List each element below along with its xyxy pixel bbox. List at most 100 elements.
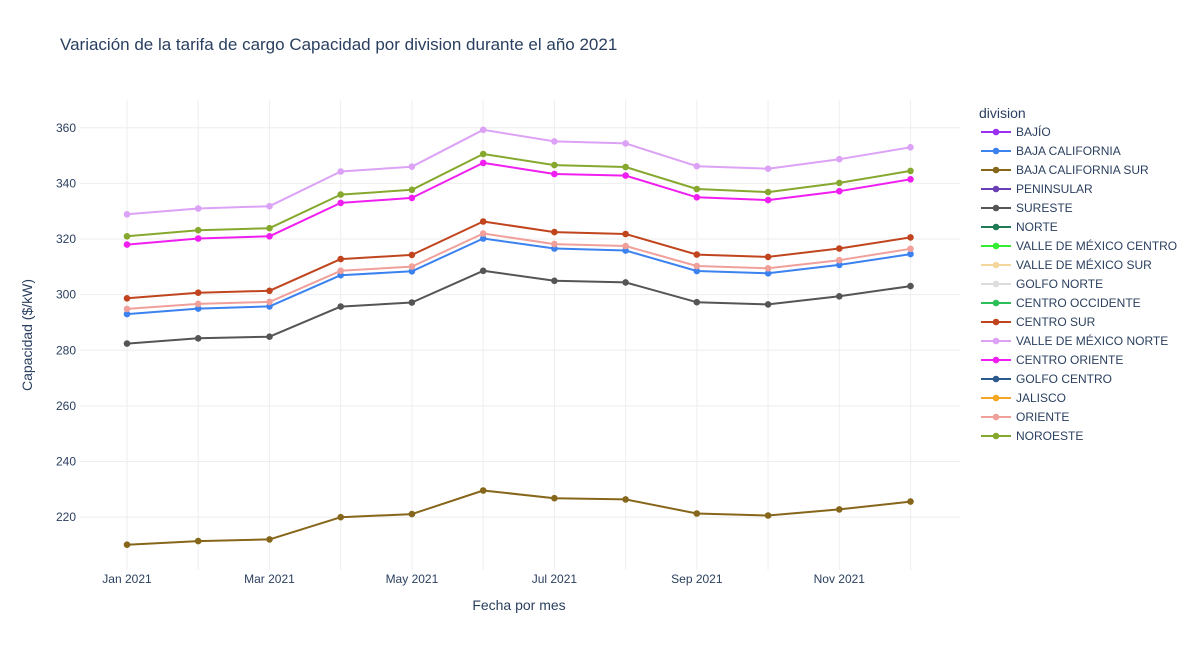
series-baja-california-sur: [123, 487, 914, 548]
legend-item[interactable]: GOLFO CENTRO: [981, 372, 1112, 386]
legend-label: CENTRO OCCIDENTE: [1016, 296, 1141, 310]
data-point: [194, 226, 202, 234]
data-point: [764, 301, 772, 308]
data-point: [266, 287, 273, 295]
legend-swatch-marker: [992, 394, 1000, 402]
data-point: [693, 185, 701, 193]
legend-item[interactable]: NOROESTE: [981, 429, 1083, 443]
legend-label: GOLFO NORTE: [1016, 277, 1103, 291]
data-point: [693, 267, 701, 275]
legend-swatch-marker: [992, 128, 1000, 136]
legend-item[interactable]: BAJA CALIFORNIA: [981, 144, 1121, 158]
legend-label: VALLE DE MÉXICO CENTRO: [1016, 238, 1177, 253]
legend-swatch-marker: [992, 204, 1000, 212]
legend-item[interactable]: JALISCO: [981, 391, 1066, 405]
data-point: [693, 162, 701, 170]
data-point: [764, 253, 772, 261]
legend-item[interactable]: BAJA CALIFORNIA SUR: [981, 163, 1149, 177]
series-line: [126, 161, 911, 246]
data-point: [408, 186, 416, 194]
legend-label: CENTRO SUR: [1016, 315, 1096, 329]
data-point: [337, 303, 345, 310]
data-point: [194, 537, 202, 545]
y-tick-label: 300: [56, 288, 76, 302]
data-point: [764, 270, 772, 277]
series-lines: [123, 126, 914, 548]
data-point: [836, 256, 843, 264]
data-point: [479, 487, 487, 494]
legend-label: PENINSULAR: [1016, 182, 1093, 196]
legend-swatch-marker: [992, 185, 1000, 193]
series-line: [126, 232, 911, 310]
y-axis-title: Capacidad ($/kW): [19, 279, 35, 391]
legend-item[interactable]: VALLE DE MÉXICO CENTRO: [981, 238, 1177, 253]
data-point: [479, 126, 487, 134]
data-point: [337, 199, 345, 207]
data-point: [337, 267, 345, 275]
data-point: [123, 233, 131, 240]
data-point: [693, 194, 701, 201]
legend-label: BAJA CALIFORNIA: [1016, 144, 1121, 158]
legend-label: SURESTE: [1016, 201, 1073, 215]
legend-label: BAJÍO: [1016, 124, 1051, 139]
data-point: [622, 279, 629, 286]
legend-item[interactable]: VALLE DE MÉXICO SUR: [981, 257, 1152, 272]
legend-label: JALISCO: [1016, 391, 1066, 405]
data-point: [907, 167, 914, 175]
data-point: [194, 289, 202, 297]
data-point: [408, 510, 416, 518]
legend-item[interactable]: PENINSULAR: [981, 182, 1093, 196]
data-point: [123, 340, 131, 347]
legend-swatch-marker: [992, 280, 1000, 288]
legend-item[interactable]: BAJÍO: [981, 124, 1051, 139]
legend-item[interactable]: GOLFO NORTE: [981, 277, 1103, 291]
data-point: [693, 298, 701, 306]
legend-swatch-marker: [992, 413, 1000, 421]
series-valle-de-méxico-norte: [123, 126, 914, 218]
legend-swatch-marker: [992, 356, 1000, 364]
data-point: [194, 335, 202, 342]
data-point: [907, 144, 914, 151]
series-centro-oriente: [123, 159, 914, 248]
legend-swatch-marker: [992, 147, 1000, 155]
legend-title: division: [979, 105, 1026, 121]
data-point: [836, 261, 843, 269]
data-point: [836, 155, 843, 163]
data-point: [123, 310, 131, 318]
legend-swatch-marker: [992, 432, 1000, 440]
data-point: [123, 211, 131, 218]
legend-item[interactable]: VALLE DE MÉXICO NORTE: [981, 333, 1168, 348]
legend-swatch-marker: [992, 261, 1000, 269]
data-point: [907, 234, 914, 241]
data-point: [479, 235, 487, 242]
data-point: [479, 159, 487, 167]
legend-swatch-marker: [992, 375, 1000, 383]
y-tick-label: 240: [56, 455, 76, 469]
legend-label: BAJA CALIFORNIA SUR: [1016, 163, 1149, 177]
data-point: [479, 267, 487, 275]
data-point: [194, 235, 202, 242]
series-line: [126, 269, 911, 345]
data-point: [337, 191, 345, 198]
data-point: [408, 299, 416, 306]
data-point: [266, 298, 273, 306]
x-tick-label: Nov 2021: [814, 572, 866, 586]
legend-item[interactable]: ORIENTE: [981, 410, 1069, 424]
legend-item[interactable]: CENTRO SUR: [981, 315, 1096, 329]
legend-item[interactable]: CENTRO ORIENTE: [981, 353, 1123, 367]
data-point: [266, 536, 273, 543]
data-point: [622, 496, 629, 503]
legend-item[interactable]: NORTE: [981, 220, 1058, 234]
legend-label: VALLE DE MÉXICO SUR: [1016, 257, 1152, 272]
data-point: [408, 251, 416, 259]
legend-label: NORTE: [1016, 220, 1058, 234]
legend-swatch-marker: [992, 242, 1000, 250]
legend-item[interactable]: CENTRO OCCIDENTE: [981, 296, 1141, 310]
legend-label: CENTRO ORIENTE: [1016, 353, 1123, 367]
chart-title: Variación de la tarifa de cargo Capacida…: [60, 35, 617, 54]
data-point: [836, 293, 843, 300]
series-centro-sur: [123, 218, 914, 302]
data-point: [408, 194, 416, 202]
legend-item[interactable]: SURESTE: [981, 201, 1073, 215]
